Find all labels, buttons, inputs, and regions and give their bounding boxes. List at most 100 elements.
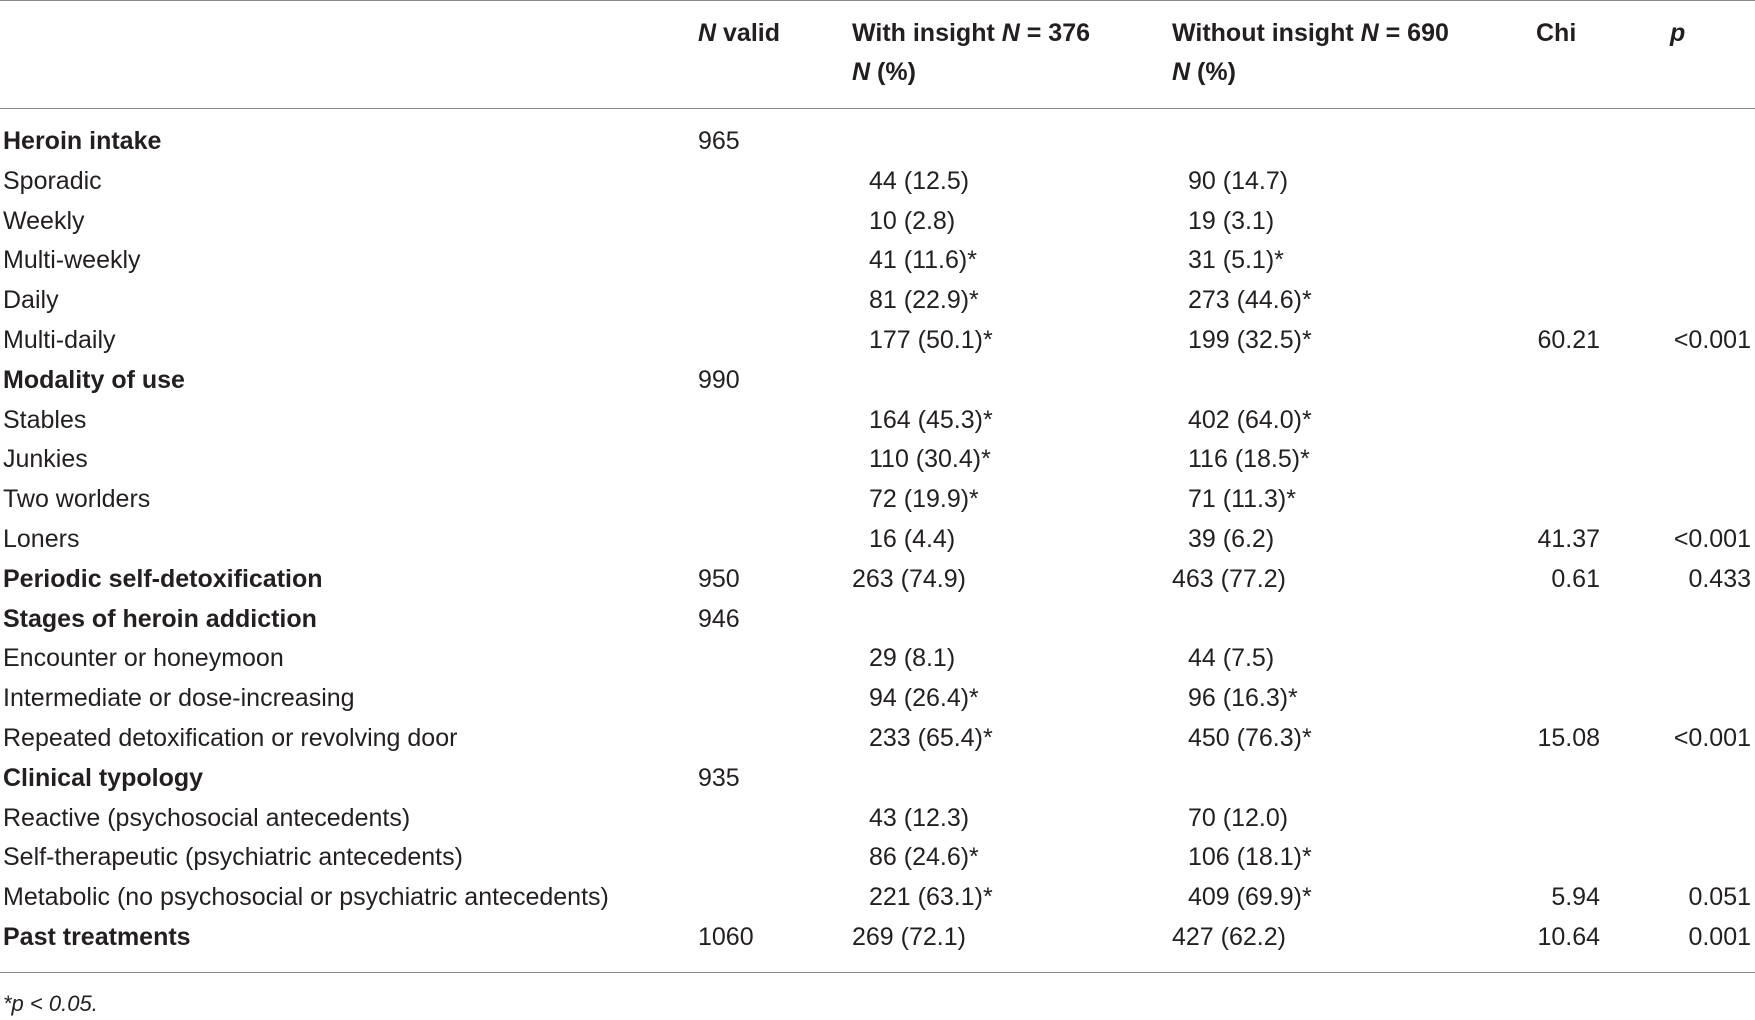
row-label: Stages of heroin addiction xyxy=(3,604,317,633)
row-label: Modality of use xyxy=(3,365,185,394)
section-row: Stages of heroin addiction 946 xyxy=(0,599,1755,639)
row-label: Sporadic xyxy=(3,166,102,195)
p-value-cell: <0.001 xyxy=(1673,724,1751,752)
with-insight-cell: 10 (2.8) xyxy=(869,206,956,235)
without-insight-cell: 402 (64.0)* xyxy=(1188,405,1312,434)
header-chi: Chi xyxy=(1536,19,1577,47)
section-row: Heroin intake 965 xyxy=(0,121,1755,161)
row-label: Loners xyxy=(3,525,80,553)
with-insight-cell: 263 (74.9) xyxy=(852,564,966,593)
row-label: Two worlders xyxy=(3,485,151,514)
without-insight-cell: 44 (7.5) xyxy=(1188,644,1275,673)
header-n-valid: N valid xyxy=(698,19,780,47)
n-valid-cell: 946 xyxy=(698,604,740,633)
with-insight-cell: 110 (30.4)* xyxy=(869,445,991,474)
table-row: Multi-weekly 41 (11.6)* 31 (5.1)* xyxy=(0,240,1755,280)
row-label: Multi-daily xyxy=(3,326,116,354)
chi-cell: 10.64 xyxy=(1537,923,1600,951)
row-label: Weekly xyxy=(3,206,85,235)
without-insight-cell: 106 (18.1)* xyxy=(1188,843,1312,872)
table-row: Weekly 10 (2.8) 19 (3.1) xyxy=(0,201,1755,241)
without-insight-cell: 463 (77.2) xyxy=(1172,564,1286,593)
header-without-insight: Without insight N = 690 N (%) xyxy=(1172,19,1449,86)
row-label: Stables xyxy=(3,405,87,434)
with-insight-cell: 29 (8.1) xyxy=(869,644,956,673)
n-valid-cell: 990 xyxy=(698,365,740,394)
with-insight-cell: 269 (72.1) xyxy=(852,923,966,951)
with-insight-cell: 86 (24.6)* xyxy=(869,843,979,872)
row-label: Reactive (psychosocial antecedents) xyxy=(3,803,411,832)
without-insight-cell: 31 (5.1)* xyxy=(1188,246,1284,275)
row-label: Multi-weekly xyxy=(3,246,141,275)
chi-cell: 5.94 xyxy=(1551,883,1600,912)
table-row: Daily 81 (22.9)* 273 (44.6)* xyxy=(0,280,1755,320)
table-row: Sporadic 44 (12.5) 90 (14.7) xyxy=(0,161,1755,201)
n-valid-cell: 965 xyxy=(698,127,740,155)
without-insight-cell: 90 (14.7) xyxy=(1188,166,1289,195)
section-row: Periodic self-detoxification 950 263 (74.9… xyxy=(0,559,1755,599)
row-label: Self-therapeutic (psychiatric antecedent… xyxy=(3,843,463,872)
table-row: Reactive (psychosocial antecedents) 43 (1… xyxy=(0,798,1755,838)
without-insight-cell: 116 (18.5)* xyxy=(1188,445,1310,474)
table-top-rule xyxy=(0,0,1755,1)
table-row: Encounter or honeymoon 29 (8.1) 44 (7.5) xyxy=(0,638,1755,678)
table-row: Two worlders 72 (19.9)* 71 (11.3)* xyxy=(0,479,1755,519)
header-rule xyxy=(0,108,1755,109)
without-insight-cell: 96 (16.3)* xyxy=(1188,684,1298,713)
header-with-insight: With insight N = 376 N (%) xyxy=(852,19,1091,86)
row-label: Encounter or honeymoon xyxy=(3,644,284,673)
with-insight-cell: 221 (63.1)* xyxy=(869,883,993,912)
n-valid-cell: 1060 xyxy=(698,923,754,951)
row-label: Clinical typology xyxy=(3,763,204,792)
table-row: Junkies 110 (30.4)* 116 (18.5)* xyxy=(0,439,1755,479)
chi-cell: 15.08 xyxy=(1537,724,1600,752)
without-insight-cell: 273 (44.6)* xyxy=(1188,286,1312,315)
row-label: Daily xyxy=(3,286,59,315)
table-row: Self-therapeutic (psychiatric antecedent… xyxy=(0,837,1755,877)
p-value-cell: <0.001 xyxy=(1673,525,1751,553)
table-row: Stables 164 (45.3)* 402 (64.0)* xyxy=(0,400,1755,440)
with-insight-cell: 81 (22.9)* xyxy=(869,286,979,315)
with-insight-cell: 94 (26.4)* xyxy=(869,684,979,713)
chi-cell: 60.21 xyxy=(1537,326,1600,354)
with-insight-cell: 233 (65.4)* xyxy=(869,724,993,752)
chi-cell: 0.61 xyxy=(1551,564,1600,593)
row-label: Heroin intake xyxy=(3,127,162,155)
row-label: Periodic self-detoxification xyxy=(3,564,323,593)
row-label: Intermediate or dose-increasing xyxy=(3,684,355,713)
section-row: Past treatments 1060 269 (72.1) 427 (62.2) 1… xyxy=(0,917,1755,957)
section-row: Modality of use 990 xyxy=(0,360,1755,400)
with-insight-cell: 41 (11.6)* xyxy=(869,246,977,275)
table-row: Loners 16 (4.4) 39 (6.2) 41.37 <0.001 xyxy=(0,519,1755,559)
chi-cell: 41.37 xyxy=(1537,525,1600,553)
table-row: Repeated detoxification or revolving doo… xyxy=(0,718,1755,758)
without-insight-cell: 427 (62.2) xyxy=(1172,923,1286,951)
table-row: Multi-daily 177 (50.1)* 199 (32.5)* 60.21 <0… xyxy=(0,320,1755,360)
with-insight-cell: 164 (45.3)* xyxy=(869,405,993,434)
with-insight-cell: 16 (4.4) xyxy=(869,525,956,553)
table-bottom-rule xyxy=(0,972,1755,973)
n-valid-cell: 935 xyxy=(698,763,740,792)
without-insight-cell: 450 (76.3)* xyxy=(1188,724,1312,752)
p-value-cell: 0.433 xyxy=(1688,564,1751,593)
without-insight-cell: 70 (12.0) xyxy=(1188,803,1289,832)
with-insight-cell: 44 (12.5) xyxy=(869,166,970,195)
without-insight-cell: 71 (11.3)* xyxy=(1188,485,1296,514)
table-row: Intermediate or dose-increasing 94 (26.4)… xyxy=(0,678,1755,718)
row-label: Past treatments xyxy=(3,923,191,951)
section-row: Clinical typology 935 xyxy=(0,758,1755,798)
table-row: Metabolic (no psychosocial or psychiatri… xyxy=(0,877,1755,917)
row-label: Junkies xyxy=(3,445,88,474)
with-insight-cell: 177 (50.1)* xyxy=(869,326,993,354)
row-label: Repeated detoxification or revolving doo… xyxy=(3,724,458,752)
without-insight-cell: 39 (6.2) xyxy=(1188,525,1275,553)
p-value-cell: <0.001 xyxy=(1673,326,1751,354)
without-insight-cell: 19 (3.1) xyxy=(1188,206,1275,235)
without-insight-cell: 199 (32.5)* xyxy=(1188,326,1312,354)
with-insight-cell: 72 (19.9)* xyxy=(869,485,979,514)
row-label: Metabolic (no psychosocial or psychiatri… xyxy=(3,883,609,912)
header-p: p xyxy=(1670,19,1686,47)
p-value-cell: 0.051 xyxy=(1688,883,1751,912)
without-insight-cell: 409 (69.9)* xyxy=(1188,883,1312,912)
n-valid-cell: 950 xyxy=(698,564,740,593)
